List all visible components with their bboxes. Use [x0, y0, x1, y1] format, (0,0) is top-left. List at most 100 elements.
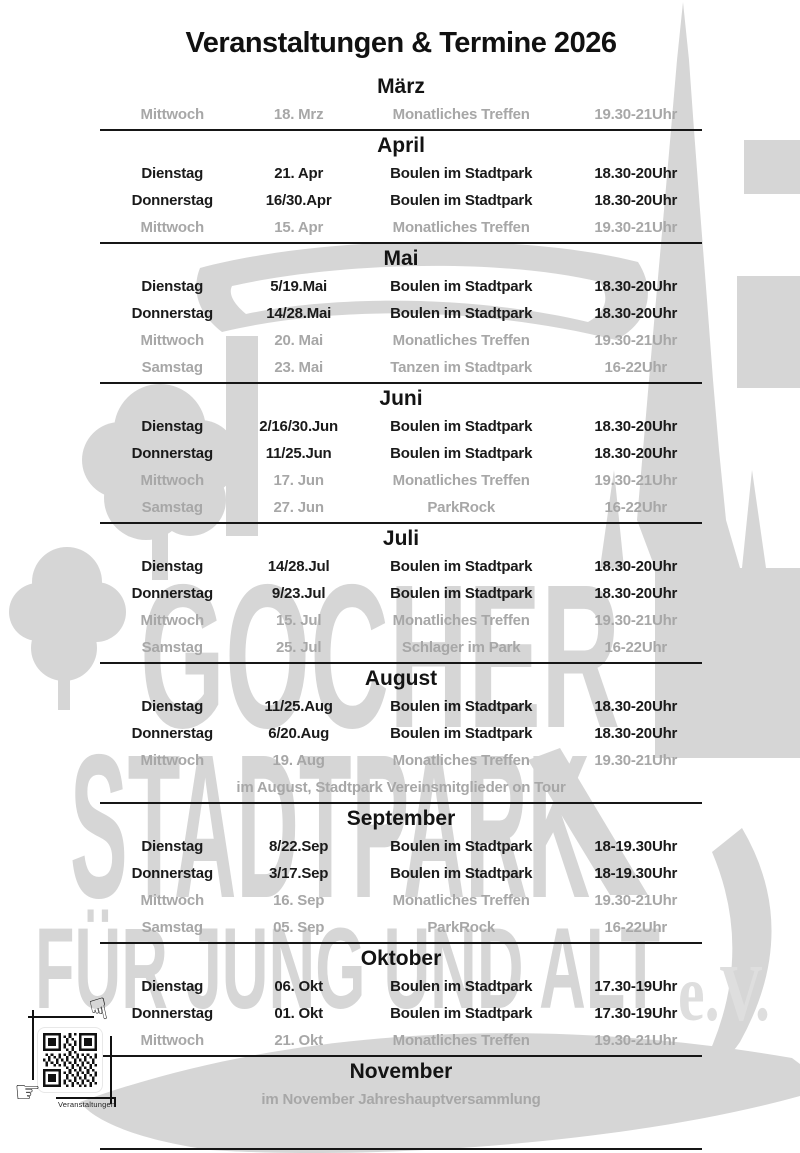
- schedule-row: Mittwoch 16. Sep Monatliches Treffen 19.…: [100, 887, 702, 914]
- month-section: Juni Dienstag 2/16/30.Jun Boulen im Stad…: [100, 386, 702, 524]
- cell-time: 18.30-20Uhr: [594, 278, 678, 295]
- qr-block: ☟ ☞ Veranstaltungen: [0, 990, 160, 1140]
- cell-date: 01. Okt: [274, 1005, 323, 1022]
- cell-date: 6/20.Aug: [268, 725, 330, 742]
- cell-time: 19.30-21Uhr: [594, 892, 678, 909]
- schedule-row: Donnerstag 9/23.Jul Boulen im Stadtpark …: [100, 580, 702, 607]
- page-bottom-divider: [100, 1148, 702, 1150]
- watermark-word-gocher: GOCHER: [140, 542, 620, 771]
- cell-date: 20. Mai: [274, 332, 323, 349]
- schedule-row: Mittwoch 15. Apr Monatliches Treffen 19.…: [100, 214, 702, 241]
- schedule-row: Samstag 05. Sep ParkRock 16-22Uhr: [100, 914, 702, 941]
- cell-time: 18.30-20Uhr: [594, 192, 678, 209]
- cell-date: 5/19.Mai: [270, 278, 328, 295]
- cell-date: 27. Jun: [273, 499, 324, 516]
- month-rows: Dienstag 5/19.Mai Boulen im Stadtpark 18…: [100, 273, 702, 384]
- qr-code: [43, 1033, 97, 1087]
- schedule-row: Dienstag 2/16/30.Jun Boulen im Stadtpark…: [100, 413, 702, 440]
- schedule-row: Samstag 23. Mai Tanzen im Stadtpark 16-2…: [100, 354, 702, 381]
- cell-day: Mittwoch: [140, 106, 205, 123]
- cell-event: Boulen im Stadtpark: [390, 165, 533, 182]
- tree-silhouette-small: [9, 547, 126, 710]
- section-divider: [100, 242, 702, 244]
- month-title: März: [377, 75, 425, 98]
- cell-day: Dienstag: [141, 418, 204, 435]
- cell-event: Monatliches Treffen: [392, 612, 530, 629]
- cell-event: Monatliches Treffen: [392, 472, 530, 489]
- month-title: Mai: [383, 247, 419, 270]
- cell-date: 18. Mrz: [273, 106, 324, 123]
- month-title: Oktober: [360, 947, 442, 970]
- cell-date: 11/25.Aug: [264, 698, 333, 715]
- month-rows: Dienstag 06. Okt Boulen im Stadtpark 17.…: [100, 973, 702, 1057]
- qr-card: [38, 1028, 102, 1092]
- schedule-row: Donnerstag 11/25.Jun Boulen im Stadtpark…: [100, 440, 702, 467]
- month-rows: Mittwoch 18. Mrz Monatliches Treffen 19.…: [100, 101, 702, 131]
- schedule-row: Donnerstag 01. Okt Boulen im Stadtpark 1…: [100, 1000, 702, 1027]
- schedule-row: Donnerstag 16/30.Apr Boulen im Stadtpark…: [100, 187, 702, 214]
- watermark-ev-suffix: e.V.: [678, 950, 770, 1038]
- month-rows: Dienstag 11/25.Aug Boulen im Stadtpark 1…: [100, 693, 702, 804]
- schedule-row: Samstag 25. Jul Schlager im Park 16-22Uh…: [100, 634, 702, 661]
- cell-day: Donnerstag: [131, 1005, 214, 1022]
- watermark-word-stadtpark: STADTPARK: [70, 712, 590, 941]
- cell-event: Monatliches Treffen: [392, 219, 530, 236]
- cell-event: Boulen im Stadtpark: [390, 978, 533, 995]
- page-title: Veranstaltungen & Termine 2026: [185, 27, 617, 59]
- cell-day: Mittwoch: [140, 472, 205, 489]
- cell-time: 19.30-21Uhr: [594, 219, 678, 236]
- cell-day: Samstag: [141, 499, 203, 516]
- section-divider: [100, 802, 702, 804]
- cell-event: Boulen im Stadtpark: [390, 725, 533, 742]
- schedule-row: Dienstag 06. Okt Boulen im Stadtpark 17.…: [100, 973, 702, 1000]
- cell-day: Donnerstag: [131, 725, 214, 742]
- month-section: Juli Dienstag 14/28.Jul Boulen im Stadtp…: [100, 526, 702, 664]
- month-note: im August, Stadtpark Vereinsmitglieder o…: [236, 779, 566, 796]
- cell-event: Boulen im Stadtpark: [390, 585, 533, 602]
- month-title: Juni: [379, 387, 423, 410]
- schedule-content: Veranstaltungen & Termine 2026 März Mitt…: [100, 24, 702, 1113]
- schedule-row: Mittwoch 19. Aug Monatliches Treffen 19.…: [100, 747, 702, 774]
- qr-frame-mark-tick: [114, 1097, 116, 1107]
- schedule: März Mittwoch 18. Mrz Monatliches Treffe…: [100, 74, 702, 1113]
- cell-time: 19.30-21Uhr: [594, 752, 678, 769]
- cell-time: 18-19.30Uhr: [594, 865, 678, 882]
- cell-time: 18.30-20Uhr: [594, 558, 678, 575]
- schedule-row: Dienstag 14/28.Jul Boulen im Stadtpark 1…: [100, 553, 702, 580]
- cell-time: 19.30-21Uhr: [594, 106, 678, 123]
- cell-time: 17.30-19Uhr: [594, 978, 678, 995]
- month-title: August: [364, 667, 438, 690]
- cell-event: Boulen im Stadtpark: [390, 418, 533, 435]
- month-section: Oktober Dienstag 06. Okt Boulen im Stadt…: [100, 946, 702, 1057]
- cell-time: 19.30-21Uhr: [594, 332, 678, 349]
- month-section: November im November Jahreshauptversamml…: [100, 1059, 702, 1113]
- cell-day: Samstag: [141, 639, 203, 656]
- cell-event: Monatliches Treffen: [392, 332, 530, 349]
- qr-frame-mark-right: [110, 1036, 112, 1104]
- cell-date: 14/28.Mai: [266, 305, 332, 322]
- month-section: Mai Dienstag 5/19.Mai Boulen im Stadtpar…: [100, 246, 702, 384]
- month-title: September: [346, 807, 456, 830]
- schedule-row: Mittwoch 17. Jun Monatliches Treffen 19.…: [100, 467, 702, 494]
- cell-date: 25. Jul: [276, 639, 322, 656]
- cell-day: Dienstag: [141, 978, 204, 995]
- cell-date: 11/25.Jun: [265, 445, 332, 462]
- schedule-row: Dienstag 21. Apr Boulen im Stadtpark 18.…: [100, 160, 702, 187]
- cell-day: Dienstag: [141, 278, 204, 295]
- schedule-row: Mittwoch 18. Mrz Monatliches Treffen 19.…: [100, 101, 702, 128]
- cell-date: 2/16/30.Jun: [259, 418, 338, 435]
- cell-time: 18.30-20Uhr: [594, 445, 678, 462]
- cell-event: Monatliches Treffen: [392, 892, 530, 909]
- month-section: April Dienstag 21. Apr Boulen im Stadtpa…: [100, 133, 702, 244]
- cell-time: 19.30-21Uhr: [594, 612, 678, 629]
- section-divider: [100, 662, 702, 664]
- cell-event: Tanzen im Stadtpark: [390, 359, 533, 376]
- cell-time: 19.30-21Uhr: [594, 472, 678, 489]
- section-divider: [100, 1055, 702, 1057]
- cell-time: 17.30-19Uhr: [594, 1005, 678, 1022]
- schedule-row: Mittwoch 21. Okt Monatliches Treffen 19.…: [100, 1027, 702, 1054]
- cell-time: 18.30-20Uhr: [594, 418, 678, 435]
- church-spire-silhouette: [637, 2, 740, 568]
- cell-event: Monatliches Treffen: [392, 752, 530, 769]
- section-divider: [100, 522, 702, 524]
